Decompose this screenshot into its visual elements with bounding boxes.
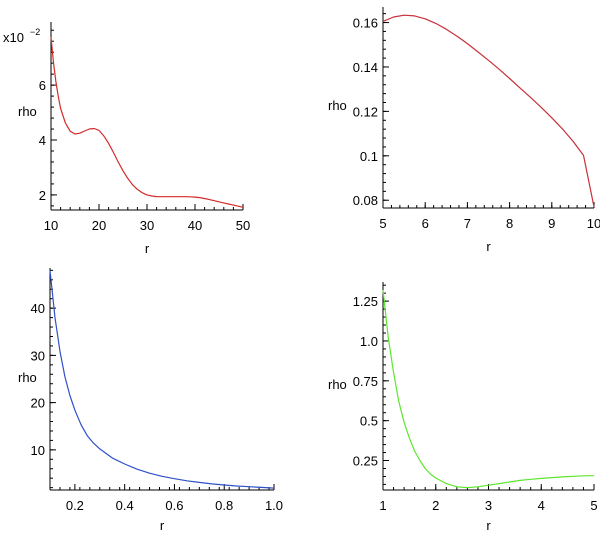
x-tick-label: 5	[379, 216, 386, 231]
y-axis-label: rho	[18, 370, 37, 385]
x-tick-label: 0.4	[116, 498, 134, 513]
y-axis-label: rho	[328, 98, 347, 113]
y-tick-label: 0.12	[353, 104, 378, 119]
x-tick-label: 7	[464, 216, 471, 231]
x-axis-label: r	[160, 518, 165, 533]
x-tick-label: 10	[44, 218, 58, 233]
series-line-rho	[382, 14, 595, 208]
chart-1: 10 20 30 40 50 2 4 6 x10 −2 r rho	[3, 22, 250, 256]
x-tick-label: 30	[140, 218, 154, 233]
y-multiplier-exponent: −2	[30, 27, 40, 37]
y-tick-label: 0.1	[360, 149, 378, 164]
y-tick-label: 4	[39, 133, 46, 148]
y-tick-label: 1.0	[360, 334, 378, 349]
x-axis-label: r	[486, 518, 491, 533]
series-line-rho	[50, 37, 244, 208]
y-multiplier-label: x10	[3, 30, 24, 45]
x-tick-label: 2	[432, 498, 439, 513]
chart-3: 0.2 0.4 0.6 0.8 1.0 10 20 30 40 r rho	[18, 268, 283, 533]
y-tick-label: 10	[31, 443, 45, 458]
y-tick-label: 6	[39, 78, 46, 93]
x-tick-label: 5	[590, 498, 597, 513]
x-tick-label: 6	[422, 216, 429, 231]
x-tick-label: 50	[236, 218, 250, 233]
x-tick-label: 40	[188, 218, 202, 233]
chart-4: 1 2 3 4 5 0.25 0.5 0.75 1.0 1.25 r rho	[328, 282, 598, 533]
y-tick-label: 0.75	[353, 374, 378, 389]
x-tick-label: 10	[587, 216, 600, 231]
y-tick-label: 40	[31, 301, 45, 316]
y-tick-label: 30	[31, 348, 45, 363]
series-line-rho	[382, 289, 595, 489]
y-tick-label: 0.16	[353, 16, 378, 31]
x-tick-label: 0.6	[165, 498, 183, 513]
chart-2: 5 6 7 8 9 10 0.08 0.1 0.12 0.14 0.16 r rho	[328, 7, 600, 254]
y-tick-label: 0.14	[353, 60, 378, 75]
y-tick-label: 0.25	[353, 454, 378, 469]
y-tick-label: 2	[39, 188, 46, 203]
x-tick-label: 0.2	[66, 498, 84, 513]
x-tick-label: 9	[548, 216, 555, 231]
series-line-rho	[49, 270, 275, 489]
x-tick-label: 8	[506, 216, 513, 231]
x-tick-label: 0.8	[215, 498, 233, 513]
y-tick-label: 0.5	[360, 414, 378, 429]
y-tick-label: 1.25	[353, 294, 378, 309]
x-tick-label: 4	[538, 498, 545, 513]
x-tick-label: 3	[485, 498, 492, 513]
x-tick-label: 20	[92, 218, 106, 233]
x-axis-label: r	[145, 241, 150, 256]
x-tick-label: 1	[379, 498, 386, 513]
y-axis-label: rho	[328, 377, 347, 392]
x-axis-label: r	[486, 239, 491, 254]
y-tick-label: 20	[31, 396, 45, 411]
x-tick-label: 1.0	[265, 498, 283, 513]
y-axis-label: rho	[18, 104, 37, 119]
y-tick-label: 0.08	[353, 193, 378, 208]
